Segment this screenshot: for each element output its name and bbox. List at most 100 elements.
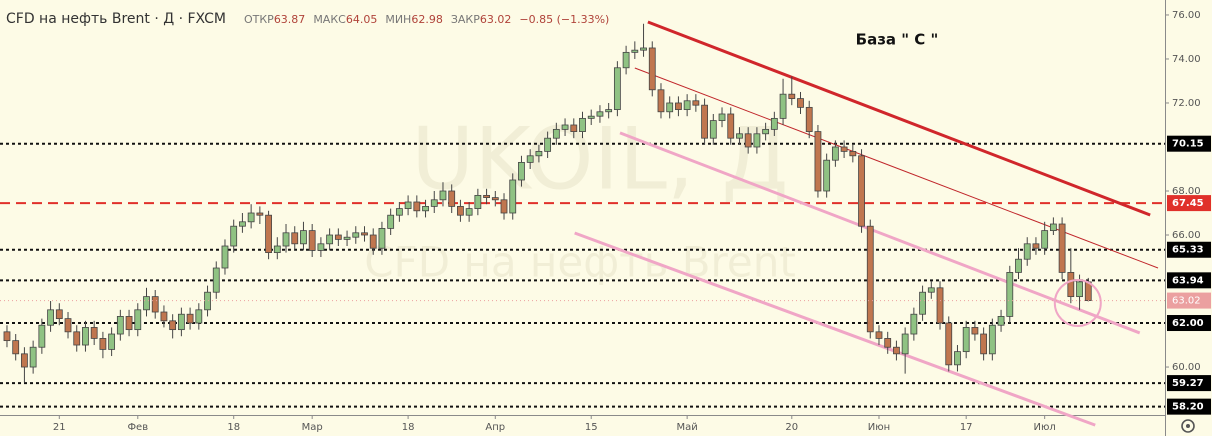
trend-line <box>647 20 1151 217</box>
level-label-box <box>1167 241 1211 258</box>
candle-body <box>544 137 552 152</box>
candle-body <box>744 133 752 148</box>
candle-body <box>509 179 517 214</box>
candle-body <box>936 287 944 324</box>
candle-body <box>125 316 133 331</box>
x-tick-label: Май <box>677 422 698 433</box>
candle-body <box>797 98 804 108</box>
candle-body <box>21 353 28 368</box>
candle-body <box>884 338 892 348</box>
level-label: 59.27 <box>1172 378 1204 389</box>
level-label-box <box>1167 272 1211 289</box>
candle-body <box>457 205 464 216</box>
annotation: База " С " <box>856 31 939 49</box>
candle-body <box>116 316 124 335</box>
level-label-box <box>1167 195 1211 212</box>
level-label: 58.20 <box>1172 402 1204 413</box>
candle-body <box>701 104 708 139</box>
candle-body <box>169 320 177 331</box>
x-tick-label: 15 <box>585 422 598 433</box>
candle-body <box>692 100 700 106</box>
candle-body <box>535 150 543 157</box>
change-value: −0.85 (−1.33%) <box>519 13 610 26</box>
candle-body <box>82 327 89 346</box>
open-value: 63.87 <box>273 13 306 26</box>
candle-body <box>500 199 508 214</box>
candle-body <box>875 331 883 339</box>
candle-body <box>387 214 395 229</box>
candle-body <box>143 296 150 311</box>
candle-body <box>823 159 831 192</box>
watermark-symbol: UKOIL, Д <box>411 109 788 209</box>
candle-body <box>1006 272 1014 317</box>
level-label-box <box>1167 398 1211 415</box>
candle-body <box>361 232 368 236</box>
low-label: МИН <box>385 13 412 26</box>
candle-body <box>160 311 168 322</box>
highlight-circle <box>1053 278 1102 327</box>
candle-body <box>422 205 429 212</box>
candle-body <box>526 155 534 163</box>
candle-body <box>910 313 918 335</box>
candle-body <box>587 115 595 119</box>
candle-body <box>230 225 238 247</box>
high-value: 64.05 <box>345 13 378 26</box>
candle-body <box>151 296 159 313</box>
symbol-title: CFD на нефть Brent · Д · FXCM <box>6 11 226 27</box>
candle-body <box>980 333 988 355</box>
x-tick-label: 18 <box>227 422 240 433</box>
candle-body <box>831 146 839 161</box>
candle-body <box>657 89 665 113</box>
candle-body <box>718 113 726 121</box>
candle-body <box>866 225 874 333</box>
candle-body <box>945 322 953 366</box>
candle-body <box>666 102 674 113</box>
candle-body <box>579 117 586 132</box>
candle-body <box>317 243 325 251</box>
level-label: 65.33 <box>1172 245 1204 256</box>
candle-body <box>814 131 822 192</box>
candle-body <box>273 245 281 254</box>
close-value: 63.02 <box>479 13 512 26</box>
last-price-label: 63.02 <box>1172 296 1201 307</box>
level-label: 62.00 <box>1172 318 1204 329</box>
candle-body <box>919 291 926 315</box>
candle-body <box>518 161 525 181</box>
candle-body <box>1076 281 1083 298</box>
candle-body <box>186 313 194 324</box>
settings-icon[interactable] <box>1181 419 1195 433</box>
candle-body <box>1032 243 1040 249</box>
candle-body <box>64 318 72 333</box>
candle-body <box>901 333 909 355</box>
level-label: 70.15 <box>1172 139 1204 150</box>
candle-body <box>378 228 386 249</box>
candle-body <box>954 351 961 366</box>
level-label-box <box>1167 315 1211 332</box>
candle-body <box>448 190 456 207</box>
candle-body <box>247 212 255 223</box>
candle-body <box>326 234 334 245</box>
candle-body <box>971 327 979 335</box>
candle-body <box>177 313 185 331</box>
candle-body <box>858 155 865 227</box>
candle-body <box>736 133 743 139</box>
x-tick-label: Мар <box>302 422 323 433</box>
trend-line <box>634 67 1159 269</box>
y-tick-label: 76.00 <box>1172 10 1201 21</box>
candle-body <box>1049 223 1057 232</box>
candle-body <box>727 113 735 139</box>
candle-body <box>988 324 996 355</box>
candle-body <box>221 245 229 269</box>
candle-body <box>779 93 787 119</box>
candle-body <box>430 199 438 207</box>
candle-body <box>570 124 578 132</box>
candle-body <box>893 346 900 355</box>
candle-body <box>369 234 377 249</box>
candle-body <box>404 201 412 210</box>
y-tick-label: 68.00 <box>1172 186 1201 197</box>
candle-body <box>622 51 630 69</box>
candle-body <box>613 67 621 110</box>
y-tick-label: 66.00 <box>1172 230 1201 241</box>
